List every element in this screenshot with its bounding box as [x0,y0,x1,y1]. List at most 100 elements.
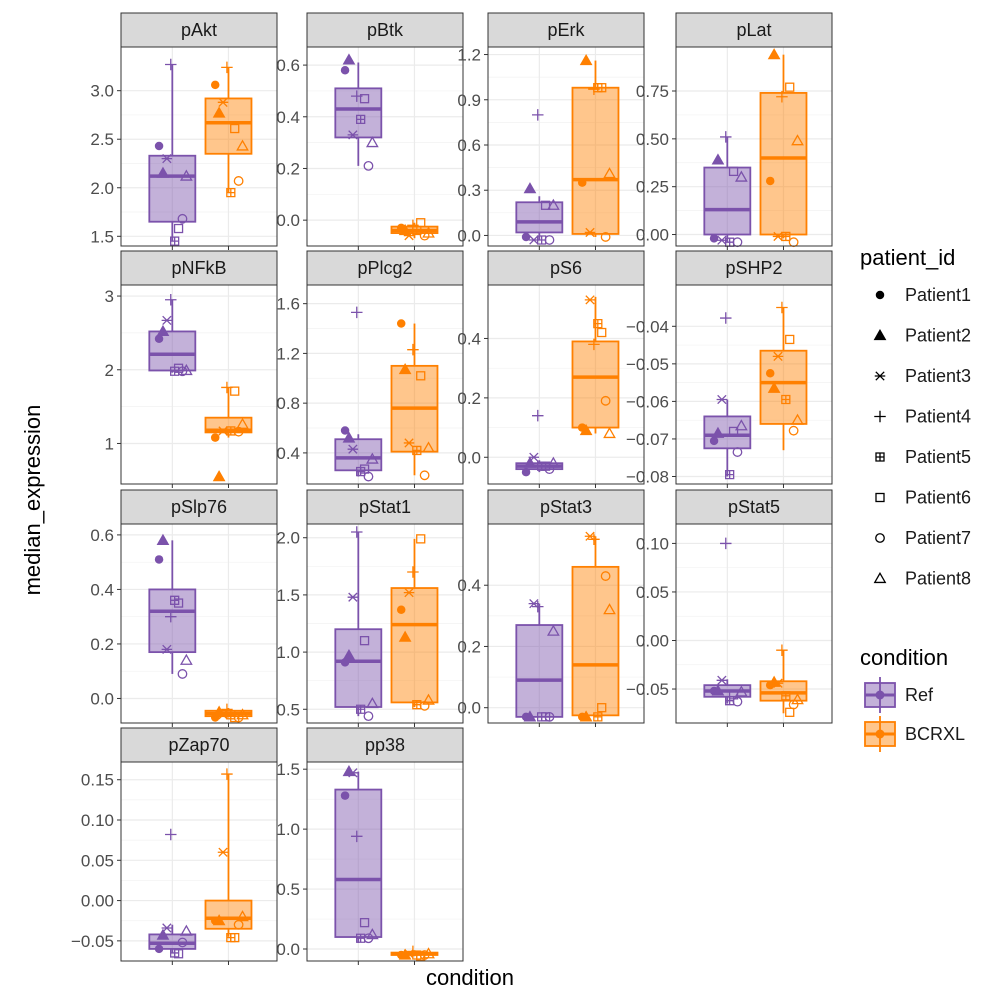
box-bcrxl [390,538,439,707]
data-point [720,537,732,550]
data-point [419,470,430,481]
panel-background [307,285,463,484]
y-tick-label: 0.4 [457,576,481,595]
data-point [728,166,739,177]
legend-label: Patient5 [905,447,971,467]
y-tick-label: −0.05 [71,932,114,951]
legend-symbol [875,533,885,543]
legend-label: BCRXL [905,724,965,744]
y-tick-label: 0.4 [276,444,300,463]
y-tick-label: −0.05 [626,355,669,374]
data-point [230,123,240,134]
panel-border [675,46,833,247]
facet-strip [120,12,278,48]
data-point [161,315,173,326]
data-point [600,232,611,242]
data-point [156,324,170,337]
data-point [720,131,732,143]
data-point [419,950,430,960]
data-point [179,363,193,376]
data-point [226,187,236,198]
y-tick-label: 0.4 [276,108,300,127]
legend-symbol [873,328,887,341]
data-point [233,176,244,186]
facet-title: pp38 [365,735,405,755]
box-iqr [334,788,383,938]
facet-panel-pstat5: pStat5 −0.05 0.00 0.05 0.10 [626,489,833,727]
legend-key-ref: Ref [864,677,934,713]
facet-strip [120,727,278,763]
data-point [173,949,184,959]
panel-background [121,47,277,246]
facet-strip [306,12,464,48]
data-point [597,327,607,338]
data-point [734,685,748,697]
panel-background [488,285,644,484]
data-point [791,413,804,425]
box-iqr [204,97,253,155]
data-point [422,947,435,959]
legend-symbol [875,492,885,503]
data-point [540,200,551,210]
facet-panel-pplcg2: pPlcg2 0.4 0.8 1.2 1.6 [276,250,464,488]
y-tick-label: 0.2 [90,635,114,654]
data-point [593,712,603,722]
y-tick-label: 0.2 [457,637,481,656]
data-point [236,417,249,429]
box-iqr [334,628,383,708]
panel-border [675,284,833,485]
y-tick-label: 0.50 [636,130,669,149]
data-point [716,394,728,405]
facet-title: pStat1 [359,497,411,517]
data-point [179,924,193,936]
panel-background [676,524,832,723]
data-point [422,226,435,238]
data-point [398,223,412,236]
data-point [347,768,359,778]
data-point [544,235,555,245]
data-point [772,351,784,361]
data-point [734,419,748,431]
data-point [544,711,555,722]
data-point [365,696,379,709]
data-point [577,178,587,187]
panel-border [120,284,278,485]
data-point [791,693,804,705]
data-point [359,464,370,474]
data-point [177,366,188,377]
data-point [396,319,406,328]
facet-panel-pnfkb: pNFkB 1 2 3 [105,250,278,488]
y-tick-label: −0.05 [626,680,669,699]
panel-background [121,762,277,961]
data-point [342,53,356,65]
data-point [416,534,426,544]
data-point [236,139,249,151]
data-point [521,232,531,242]
data-point [422,693,435,705]
data-point [725,469,735,480]
facet-title: pAkt [181,20,217,40]
panel-border [306,523,464,724]
legend-key-patient3: Patient3 [874,366,971,386]
data-point [340,791,350,800]
legend-symbol [874,371,886,381]
facet-title: pSlp76 [171,497,227,517]
box-iqr [759,349,808,425]
y-tick-label: 1.0 [276,643,300,662]
y-tick-label: 0.10 [636,534,669,553]
panel-border [120,761,278,962]
panel-border [120,523,278,724]
legend-label: Patient3 [905,366,971,386]
facet-title: pBtk [367,20,404,40]
box-bcrxl [571,296,620,434]
legend-symbol [875,290,885,300]
y-tick-label: 2 [105,361,114,380]
data-point [359,636,370,646]
legend-label: Patient4 [905,407,971,427]
data-point [412,445,422,456]
data-point [584,227,596,238]
box-ref [334,434,383,477]
data-point [165,828,177,841]
data-point [236,708,249,720]
facet-title: pNFkB [171,258,226,278]
